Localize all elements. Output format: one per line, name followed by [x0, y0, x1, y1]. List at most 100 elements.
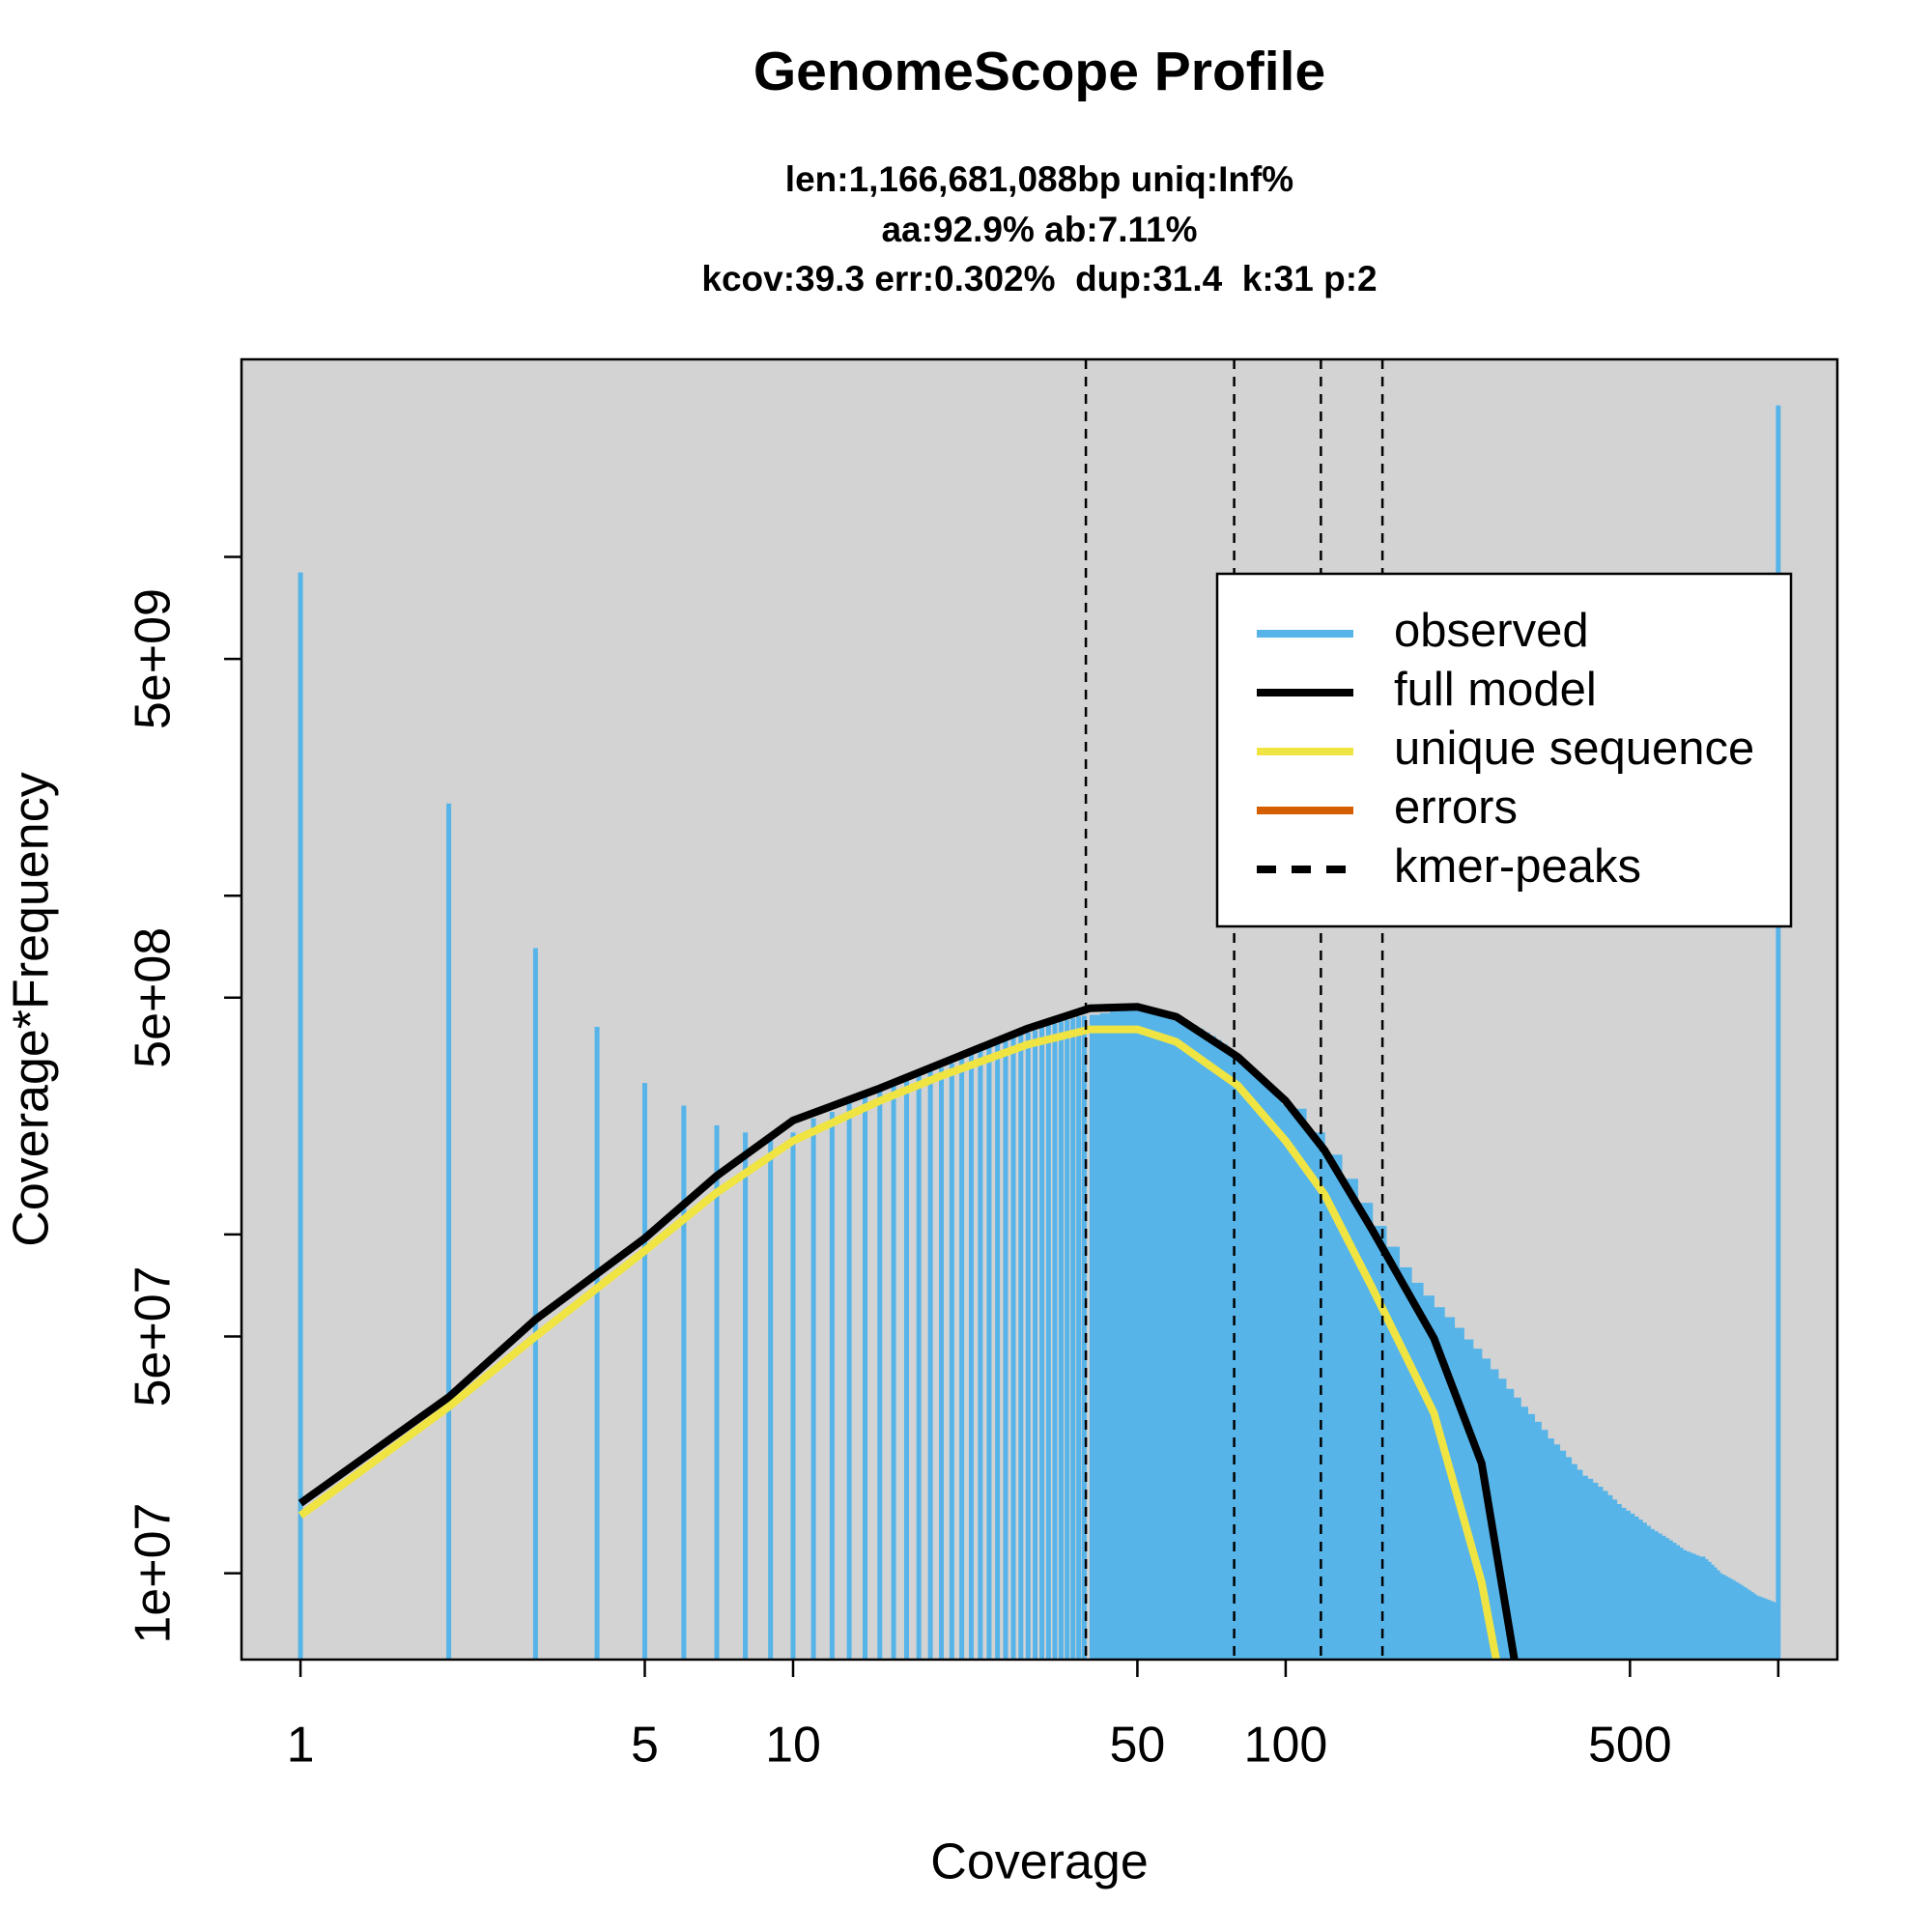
bar — [877, 1091, 883, 1660]
bar — [1018, 1034, 1024, 1660]
bar — [1169, 1014, 1178, 1660]
bar — [1444, 1317, 1456, 1660]
bar — [1665, 1538, 1670, 1660]
bar — [1208, 1036, 1216, 1660]
bar — [1675, 1545, 1681, 1660]
bar — [1520, 1406, 1528, 1660]
bar — [1571, 1463, 1577, 1660]
bar — [1769, 1600, 1773, 1660]
bar — [594, 1027, 600, 1660]
legend-label: full model — [1394, 664, 1597, 716]
bar — [1547, 1438, 1554, 1660]
bar — [1357, 1203, 1374, 1660]
bar — [681, 1105, 687, 1660]
bar — [743, 1132, 749, 1660]
bar — [1719, 1573, 1723, 1660]
bar — [1714, 1567, 1718, 1660]
y-tick-label: 5e+07 — [126, 1265, 182, 1406]
bar — [298, 572, 303, 1660]
bar — [1463, 1339, 1474, 1660]
bar — [714, 1124, 720, 1660]
bar — [1741, 1585, 1745, 1660]
bar — [891, 1085, 896, 1660]
bar — [1625, 1510, 1631, 1660]
bar — [1650, 1528, 1655, 1660]
bar — [1161, 1012, 1170, 1660]
bar — [1490, 1369, 1499, 1660]
bar — [1733, 1580, 1737, 1660]
x-tick-label: 500 — [1588, 1718, 1672, 1774]
bar — [768, 1134, 774, 1660]
bar — [1242, 1063, 1249, 1660]
bar — [1058, 1021, 1064, 1660]
bar — [1411, 1282, 1424, 1660]
bar — [1662, 1535, 1666, 1660]
bar — [1630, 1513, 1635, 1660]
x-tick-label: 50 — [1109, 1718, 1165, 1774]
bar — [1076, 1016, 1082, 1660]
bar — [1668, 1540, 1673, 1660]
bar — [1203, 1032, 1210, 1660]
bar — [1534, 1421, 1542, 1660]
bar — [995, 1043, 1001, 1660]
bar — [1654, 1531, 1659, 1660]
bar — [1746, 1588, 1749, 1660]
bar — [1597, 1487, 1604, 1660]
bar — [1306, 1132, 1325, 1660]
bar — [532, 948, 538, 1660]
bar — [1176, 1017, 1184, 1660]
bar — [1070, 1017, 1076, 1660]
plot-background — [242, 359, 1837, 1660]
bar — [1285, 1108, 1307, 1660]
bar — [1342, 1179, 1358, 1660]
bar — [1090, 1014, 1101, 1660]
axes: 1 5 10 50 100 500 1e+07 5e+07 5e+08 5e+09 — [126, 357, 1839, 1774]
bar — [1730, 1578, 1734, 1660]
bar — [1727, 1577, 1731, 1660]
bar — [1267, 1088, 1273, 1660]
bar — [1196, 1028, 1205, 1660]
bar — [1221, 1043, 1228, 1660]
bar — [1183, 1021, 1191, 1660]
bar — [1215, 1039, 1222, 1660]
bar — [641, 1083, 647, 1660]
bar — [1081, 1015, 1087, 1660]
bar — [1587, 1478, 1594, 1660]
bar — [1672, 1543, 1677, 1660]
plot-frame — [240, 357, 1839, 1662]
bar — [1621, 1507, 1627, 1660]
bar — [938, 1067, 944, 1660]
bar — [1698, 1556, 1703, 1660]
bar — [1776, 405, 1781, 1660]
plot-area — [298, 359, 1781, 1660]
y-tick-label: 5e+08 — [126, 927, 182, 1068]
bar — [1128, 1009, 1138, 1660]
bar — [1541, 1430, 1548, 1660]
bar — [1497, 1378, 1507, 1660]
bar — [1642, 1522, 1647, 1660]
bar — [1689, 1552, 1693, 1660]
bar — [1258, 1077, 1264, 1660]
legend: observed full model unique sequence errors k… — [1215, 572, 1793, 928]
bar — [1748, 1590, 1752, 1660]
x-tick-label: 100 — [1244, 1718, 1328, 1774]
bar — [1472, 1349, 1483, 1660]
x-tick-label: 10 — [765, 1718, 821, 1774]
y-tick-label: 5e+09 — [126, 588, 182, 729]
bar — [1553, 1444, 1561, 1660]
subtitle: kcov:39.3 err:0.302% dup:31.4 k:31 p:2 — [701, 259, 1377, 298]
bar — [1227, 1050, 1234, 1660]
bar — [1527, 1413, 1536, 1660]
legend-label: errors — [1394, 781, 1518, 834]
bar — [1559, 1450, 1567, 1660]
bar — [1272, 1094, 1278, 1660]
bar — [1237, 1059, 1244, 1660]
bar — [1324, 1154, 1343, 1660]
bar — [1701, 1556, 1706, 1660]
bar — [1232, 1054, 1239, 1660]
y-axis-title: Coverage*Frequency — [4, 772, 60, 1246]
bar — [1753, 1593, 1757, 1660]
x-tick-label: 1 — [287, 1718, 315, 1774]
bar — [1119, 1010, 1129, 1660]
